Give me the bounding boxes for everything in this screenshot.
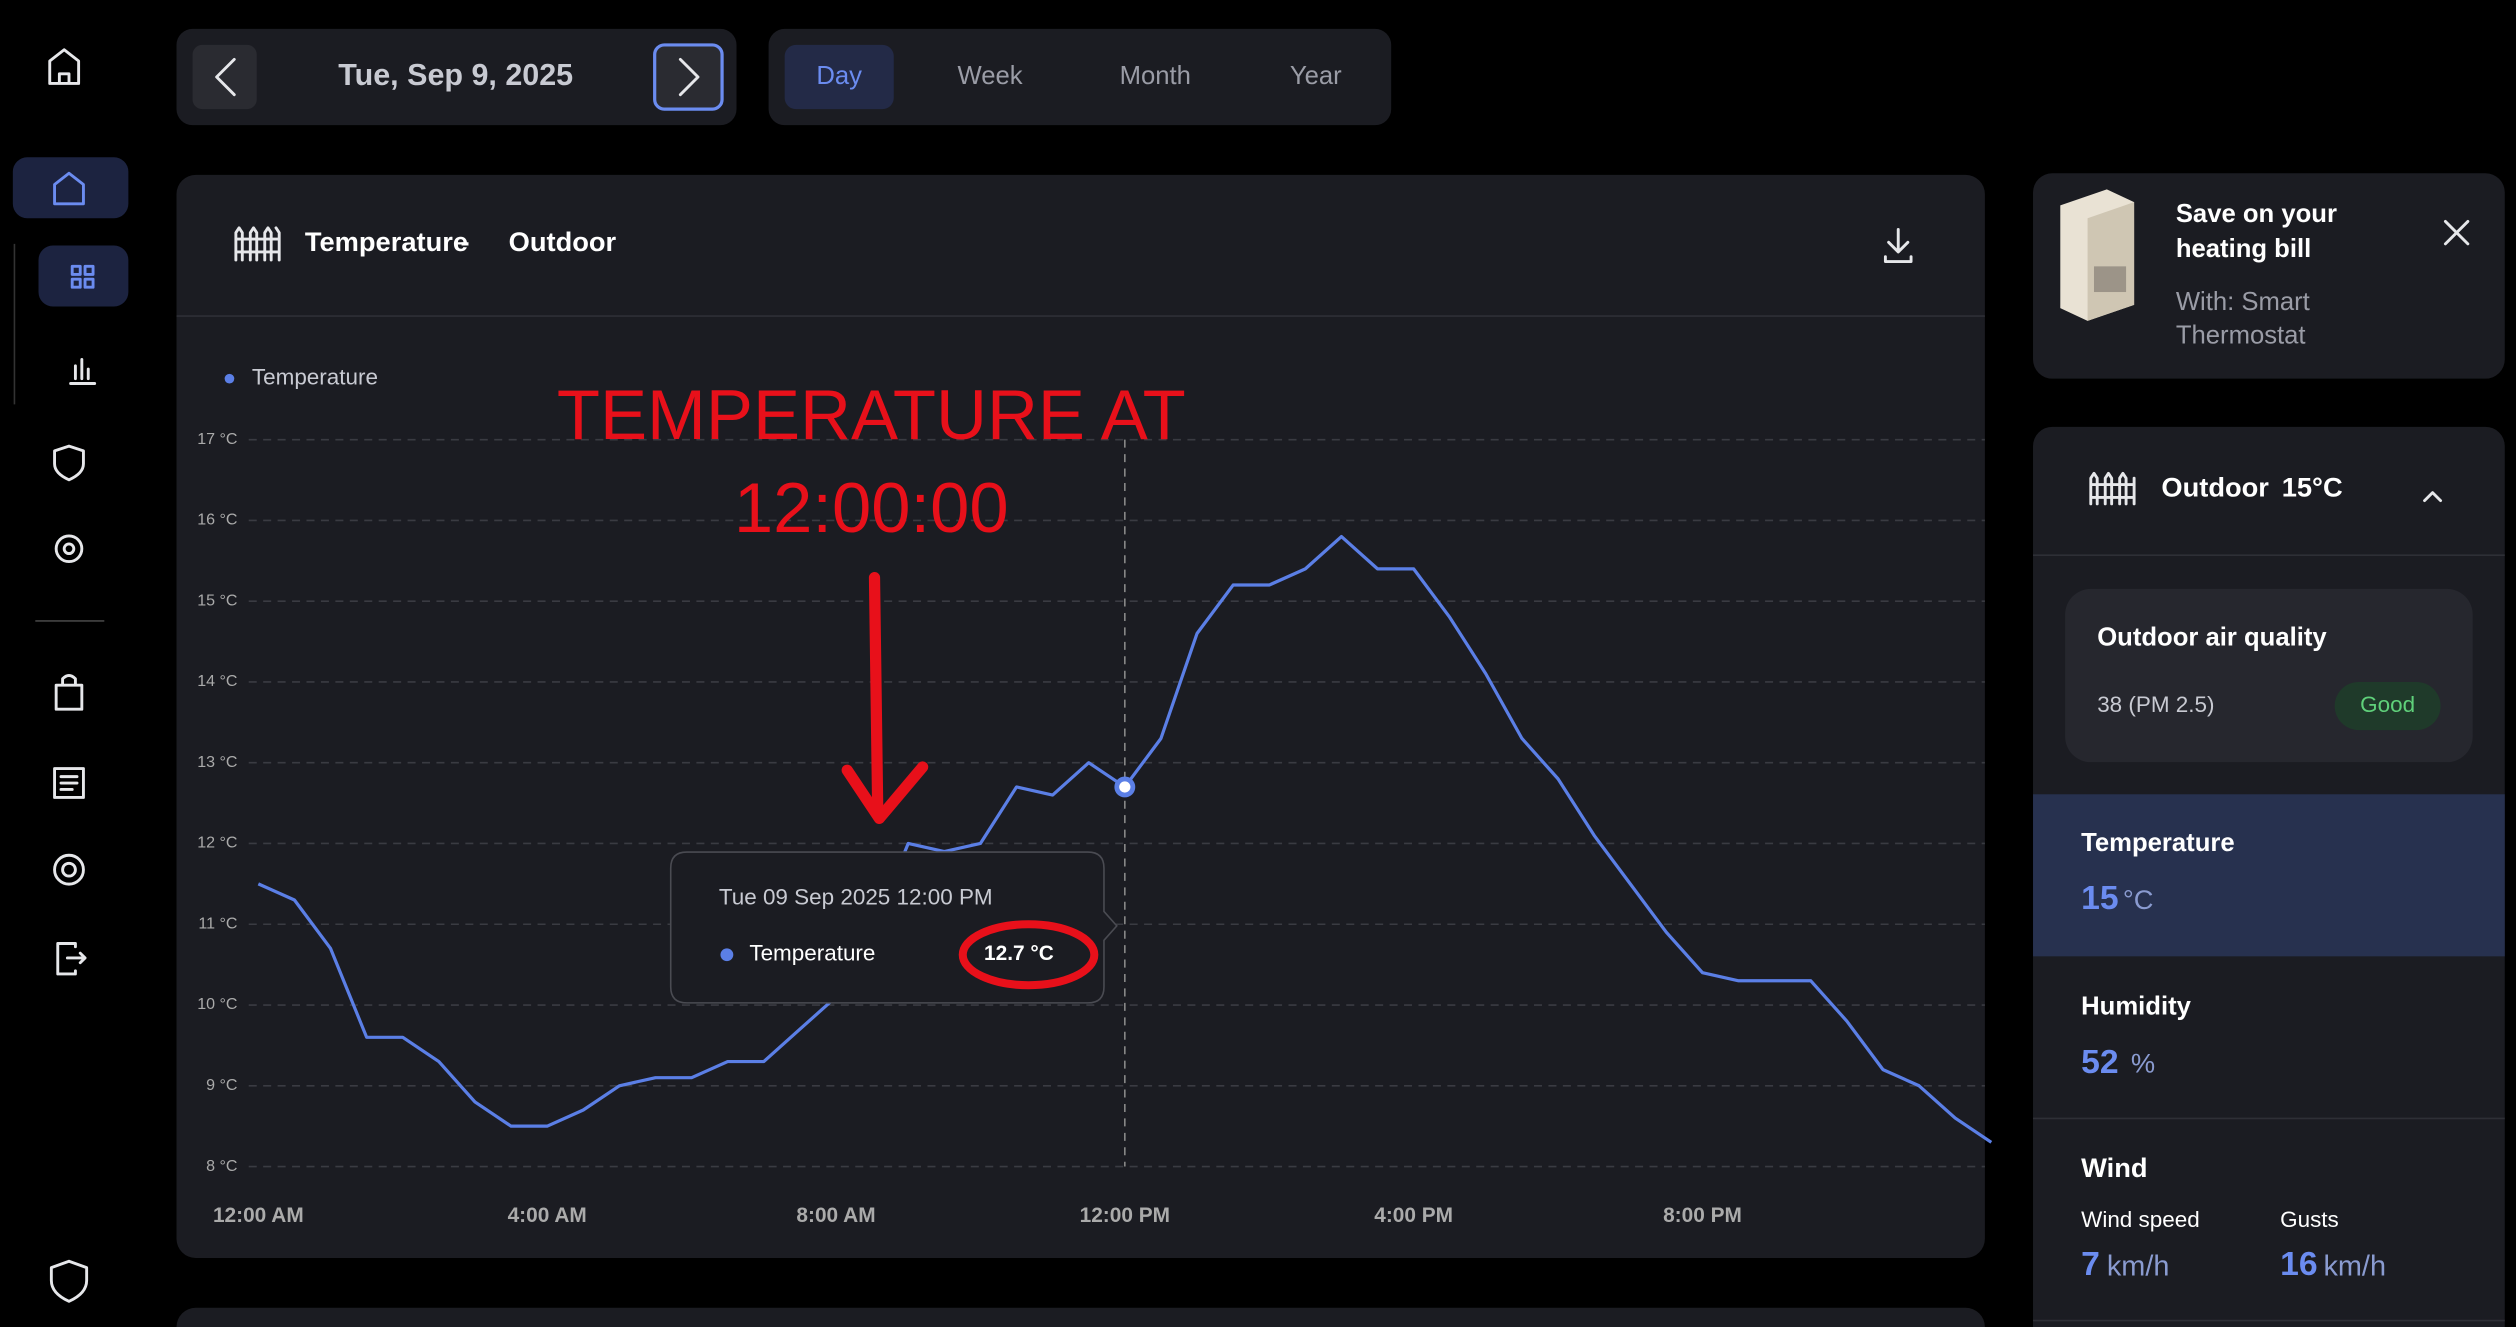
tooltip-title: Tue 09 Sep 2025 12:00 PM [719,885,993,910]
nav-stats[interactable] [69,357,97,385]
annotation-arrowhead [841,761,929,824]
nav-help[interactable] [53,853,85,886]
nav-logout[interactable] [56,942,87,976]
metric-label: Wind [2081,1152,2147,1183]
wind-speed-label: Wind speed [2081,1207,2200,1232]
x-tick-label: 4:00 AM [508,1204,587,1227]
thermostat-side [2087,202,2135,321]
close-button[interactable] [2443,219,2470,246]
nav-news[interactable] [53,767,85,799]
chart-panel [176,174,1985,1259]
tooltip-series: Temperature [749,941,875,966]
nav-dashboard[interactable] [38,245,129,307]
legend-label: Temperature [252,365,378,390]
status-pill [2334,681,2441,731]
x-tick-label: 8:00 AM [796,1204,875,1227]
date-label: Tue, Sep 9, 2025 [338,58,573,92]
air-quality-card [2065,588,2473,763]
home-icon [53,171,85,206]
chart-subtitle: Outdoor [509,226,617,257]
y-tick-label: 12 °C [197,834,237,852]
tab[interactable]: Year [1290,62,1342,90]
wind-speed: 7 [2081,1246,2100,1283]
promo-subtitle: With: Smart [2176,288,2310,316]
annotation: 12:00:00 [734,468,1009,547]
thermostat-screen [2093,266,2127,293]
y-tick-label: 9 °C [206,1076,237,1094]
metric-value: 15 [2081,880,2118,917]
tab-active-bg [784,44,894,110]
y-tick-label: 14 °C [197,672,237,690]
hover-point [1114,776,1136,798]
y-tick-label: 13 °C [197,753,237,771]
sidebar [12,48,129,1303]
metric-unit: °C [2123,884,2154,915]
promo-card [2033,173,2505,379]
download-button[interactable] [1883,228,1913,263]
nav-security[interactable] [53,444,85,482]
title-separator: - [461,226,470,257]
x-tick-label: 4:00 PM [1374,1204,1453,1227]
x-tick-label: 12:00 PM [1080,1204,1170,1227]
annotation: TEMPERATURE AT [557,375,1186,454]
y-tick-label: 17 °C [197,430,237,448]
metric-value: 52 [2081,1044,2118,1081]
settings-inner [62,542,76,556]
prev-button[interactable] [192,44,257,110]
next-chevron [678,57,700,97]
next-panel [176,1307,1985,1327]
metric-label: Humidity [2081,992,2191,1020]
metric-unit: km/h [2107,1250,2170,1282]
x-tick-label: 8:00 PM [1663,1204,1742,1227]
gusts-label: Gusts [2280,1207,2339,1232]
fence-icon [234,226,281,262]
tab[interactable]: Week [957,62,1022,90]
chart-title: Temperature [305,226,468,257]
annotation-arrow [868,572,884,816]
promo-title: heating bill [2176,235,2311,263]
logo[interactable] [48,48,81,85]
nav-settings[interactable] [54,534,84,564]
temperature-tile[interactable] [2033,794,2505,957]
tooltip-value: 12.7 °C [984,942,1054,965]
chart: 8 °C 9 °C 10 °C 11 °C 12 °C 13 °C 14 °C 15 °C 16… [197,365,1993,1227]
grid-icon [70,264,95,289]
y-tick-label: 11 °C [198,914,237,932]
x-tick-label: 12:00 AM [213,1204,304,1227]
collapse-button[interactable] [2423,491,2443,503]
nav-privacy[interactable] [49,1259,89,1303]
tab[interactable]: Month [1120,62,1191,90]
y-tick-label: 8 °C [206,1157,237,1175]
period-tabs [768,28,1392,126]
nav-home[interactable] [12,157,129,219]
tab[interactable]: Day [816,62,862,90]
y-tick-label: 15 °C [197,591,237,609]
outdoor-name: Outdoor [2161,472,2269,503]
nav-shop[interactable] [54,674,84,711]
metric-label: Temperature [2081,829,2235,857]
metric-unit: % [2131,1048,2155,1079]
highlight-circle [958,920,1099,990]
promo-subtitle: Thermostat [2176,322,2306,350]
tooltip-dot [720,948,734,962]
y-tick-label: 10 °C [197,995,237,1013]
help-inner [61,861,77,878]
date-picker [176,28,737,126]
prev-chevron [215,57,236,97]
promo-title: Save on your [2176,200,2337,228]
outdoor-reading: 15°C [2282,472,2343,503]
air-quality-title: Outdoor air quality [2097,623,2327,651]
fence-icon [2089,471,2136,506]
air-quality-value: 38 (PM 2.5) [2097,692,2214,717]
tooltip-box [669,851,1118,1004]
next-button[interactable] [653,43,724,111]
metric-unit: km/h [2323,1250,2386,1282]
gusts: 16 [2280,1246,2317,1283]
air-quality-status: Good [2360,692,2415,717]
y-tick-label: 16 °C [197,511,237,529]
legend-dot [224,373,235,384]
